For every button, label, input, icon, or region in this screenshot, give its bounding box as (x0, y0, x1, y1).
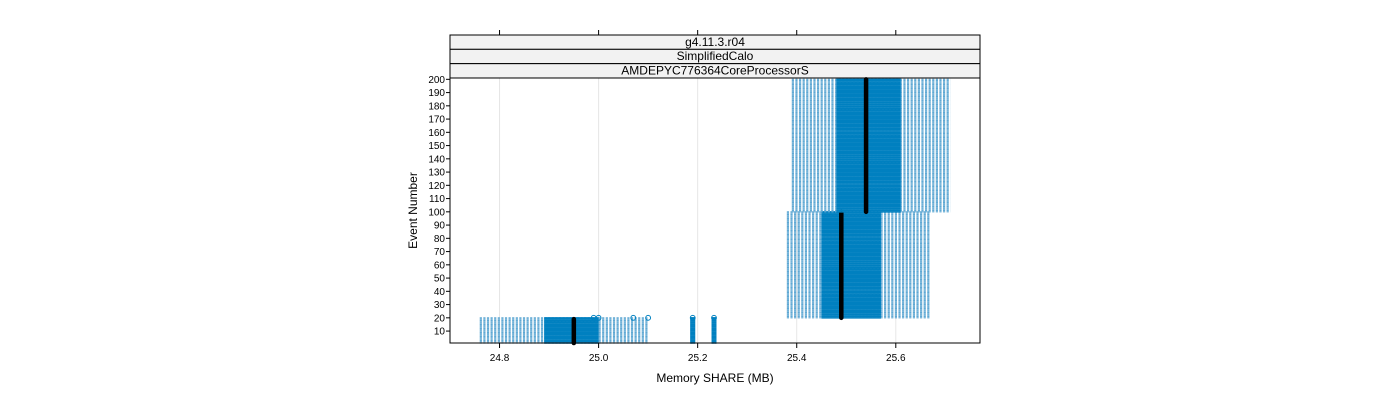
y-tick-label: 110 (429, 194, 445, 205)
y-tick-label: 10 (434, 327, 446, 338)
y-tick-label: 190 (428, 88, 445, 99)
y-axis-title: Event Number (406, 172, 420, 249)
y-tick-label: 160 (428, 128, 445, 139)
outlier-point (689, 314, 696, 321)
outlier-point (630, 314, 637, 321)
x-tick-label: 25.0 (589, 353, 609, 364)
y-tick-label: 70 (434, 247, 446, 258)
x-tick-label: 24.8 (490, 353, 510, 364)
y-tick-label: 140 (428, 154, 445, 165)
chart-marks (479, 77, 951, 346)
axes: 24.8 25.0 25.2 25.4 25.6 10 20 30 40 50 60 70 80 90 10… (428, 30, 906, 364)
box-group (711, 314, 717, 344)
strip-label: AMDEPYC776364CoreProcessorS (621, 63, 808, 77)
box-group (689, 314, 696, 344)
outlier-point (711, 314, 717, 321)
y-tick-label: 90 (434, 221, 446, 232)
x-tick-label: 25.2 (688, 353, 708, 364)
strip-headers: g4.11.3.r04SimplifiedCaloAMDEPYC776364Co… (449, 34, 981, 79)
y-tick-label: 170 (428, 115, 445, 126)
y-tick-label: 60 (434, 260, 446, 271)
outlier-point (595, 314, 602, 321)
y-tick-label: 50 (434, 274, 446, 285)
y-tick-label: 100 (428, 207, 445, 218)
y-tick-label: 120 (428, 181, 445, 192)
y-tick-label: 40 (434, 287, 446, 298)
x-tick-label: 25.4 (787, 353, 807, 364)
y-tick-label: 130 (428, 168, 445, 179)
x-tick-label: 25.6 (886, 353, 906, 364)
box-group (791, 77, 951, 215)
strip-label: SimplifiedCalo (677, 49, 754, 63)
y-tick-label: 80 (434, 234, 446, 245)
y-tick-label: 200 (428, 75, 445, 86)
outlier-point (645, 314, 652, 321)
box-group (786, 209, 931, 321)
y-tick-label: 180 (428, 101, 445, 112)
panel-border (449, 77, 981, 344)
y-tick-label: 150 (428, 141, 445, 152)
strip-label: g4.11.3.r04 (685, 35, 745, 49)
box-group (479, 314, 652, 346)
y-tick-label: 30 (434, 300, 446, 311)
y-tick-label: 20 (434, 313, 446, 324)
x-axis-title: Memory SHARE (MB) (656, 371, 773, 385)
